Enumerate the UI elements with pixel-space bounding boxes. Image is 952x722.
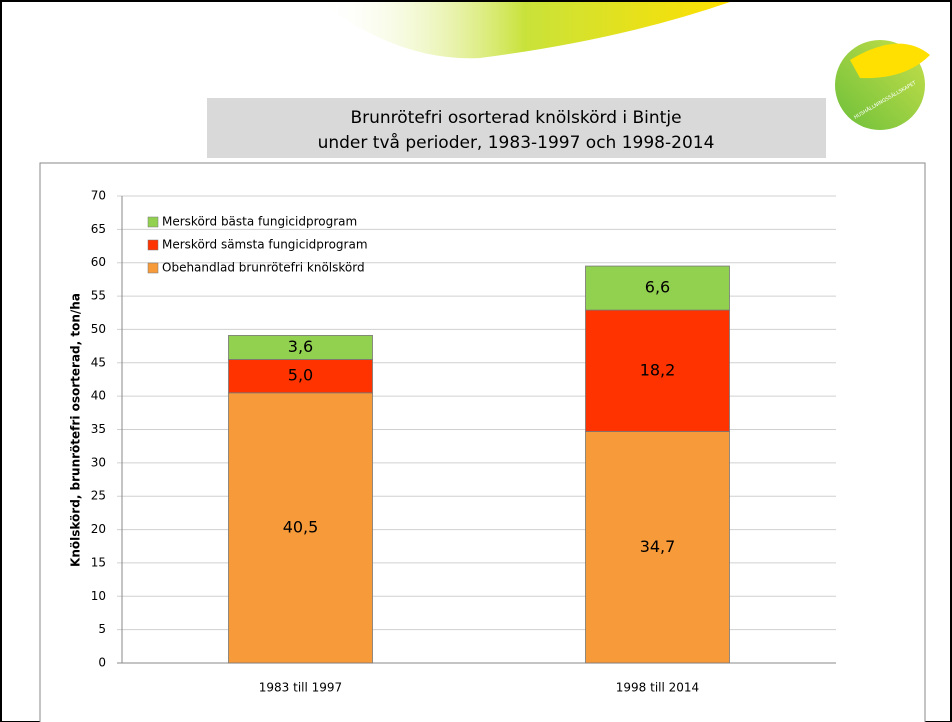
data-label: 34,7 <box>640 537 676 556</box>
legend-label: Merskörd bästa fungicidprogram <box>162 215 357 229</box>
data-label: 5,0 <box>288 366 313 385</box>
legend-label: Obehandlad brunrötefri knölskörd <box>162 261 365 275</box>
y-tick-label: 20 <box>91 522 106 536</box>
y-axis-label: Knölskörd, brunrötefri osorterad, ton/ha <box>69 293 83 567</box>
y-tick-label: 25 <box>91 489 106 503</box>
y-tick-label: 30 <box>91 455 106 469</box>
y-tick-label: 60 <box>91 255 106 269</box>
y-tick-label: 70 <box>91 189 106 203</box>
chart-title: under två perioder, 1983-1997 och 1998-2… <box>318 132 715 153</box>
data-label: 40,5 <box>283 517 319 536</box>
legend-label: Merskörd sämsta fungicidprogram <box>162 238 368 252</box>
chart-title: Brunrötefri osorterad knölskörd i Bintje <box>350 108 681 128</box>
y-tick-label: 65 <box>91 222 106 236</box>
y-tick-label: 45 <box>91 355 106 369</box>
legend-swatch <box>148 240 158 250</box>
y-tick-label: 35 <box>91 422 106 436</box>
y-tick-label: 5 <box>98 622 106 636</box>
y-tick-label: 40 <box>91 389 106 403</box>
data-label: 3,6 <box>288 337 313 356</box>
y-tick-label: 10 <box>91 589 106 603</box>
y-tick-label: 15 <box>91 555 106 569</box>
x-tick-label: 1998 till 2014 <box>616 681 699 695</box>
y-tick-label: 55 <box>91 289 106 303</box>
legend-swatch <box>148 217 158 227</box>
slide: HUSHÅLLNINGSSÄLLSKAPET Brunrötefri osort… <box>0 0 952 722</box>
legend-swatch <box>148 263 158 273</box>
y-tick-label: 0 <box>98 656 106 670</box>
x-tick-label: 1983 till 1997 <box>259 681 342 695</box>
data-label: 18,2 <box>640 360 676 379</box>
y-tick-label: 50 <box>91 322 106 336</box>
data-label: 6,6 <box>645 278 670 297</box>
